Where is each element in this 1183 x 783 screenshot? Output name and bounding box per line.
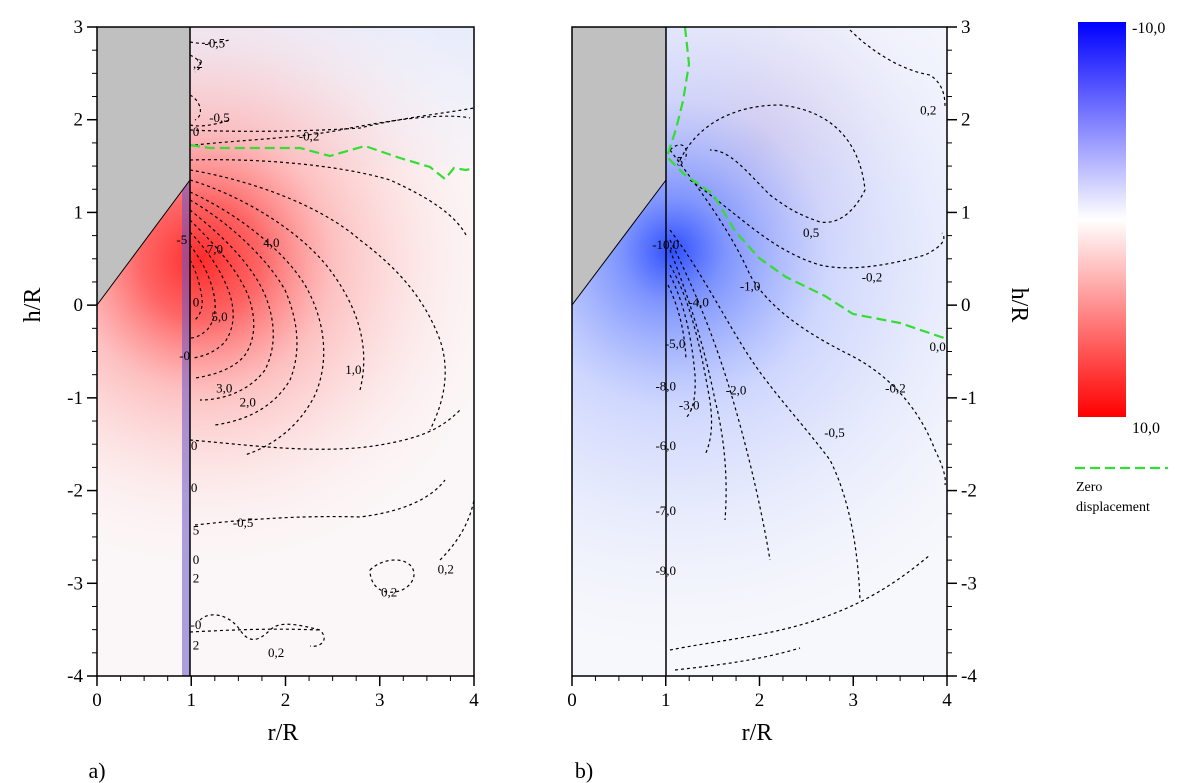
contour-label: 0,2 [438,561,454,576]
contour-label: 4,0 [263,235,279,250]
contour-label: 0,0 [930,339,946,354]
contours-a [189,39,474,647]
contour-label: 0 [191,480,198,495]
contour-label: -5 [176,232,187,247]
x-axis-a: 0 1 2 3 4 [92,676,479,711]
contour-label: -0,5 [209,110,230,125]
contour-label: -8,0 [655,379,676,394]
contour-label: 2,0 [240,394,256,409]
y-tick-label: -1 [961,388,977,409]
contour-label: -6,0 [655,438,676,453]
colorbar-max-label: -10,0 [1132,20,1165,37]
y-tick-label: -1 [67,388,83,409]
panel-label-a: a) [88,758,105,783]
panel-a: -0,5-0,5-0,2,20-57,0 4,005,0-01,03,02,000… [20,17,479,783]
x-axis-title-b: r/R [742,720,773,746]
y-tick-label: -3 [67,573,83,594]
x-tick-label: 2 [281,690,291,711]
x-tick-label: 0 [567,690,577,711]
x-tick-label: 0 [92,690,102,711]
contour-label: 0 [191,438,198,453]
x-tick-label: 4 [942,690,952,711]
y-axis-b: -4 -3 -2 -1 0 1 2 3 [947,17,977,687]
contour-label: 0,5 [803,225,819,240]
contour-label: 0,2 [381,585,397,600]
colorbar: -10,0 10,0 [1078,20,1165,437]
contour-label: -0,5 [233,515,254,530]
x-tick-label: 3 [375,690,385,711]
contour-label: -3,0 [679,397,700,412]
contour-label: -4,0 [688,294,709,309]
contour-label: -0,2 [885,381,906,396]
contour-label: 3,0 [216,381,232,396]
contour-label: 1,0 [345,362,361,377]
contour-label: -0,5 [205,36,226,51]
contour-label: 5,0 [211,309,227,324]
field-b [572,27,947,676]
y-tick-label: 2 [961,110,971,131]
contour-label: -7,0 [655,503,676,518]
x-axis-b: 0 1 2 3 4 [567,676,952,711]
contour-labels-b: -10,0 0,5 -0,2 0,2 -1,0 -4,0 -5,0 0,0 -8,0-3,0 -2… [652,102,946,578]
x-axis-title-a: r/R [268,720,299,746]
y-tick-label: -2 [67,481,83,502]
x-tick-label: 1 [661,690,671,711]
panel-label-b: b) [575,758,593,783]
y-axis-title-a: h/R [20,288,46,323]
y-tick-label: -4 [961,666,977,687]
y-tick-label: -2 [961,481,977,502]
contour-label: 0 [193,552,200,567]
contour-labels-a: -0,5 -0,5 -0,2 ,2 0 -5 7,0 4,0 0 5,0 -0 1,0 3,0 2,0 0 0… [176,36,453,660]
y-tick-label: -3 [961,573,977,594]
y-tick-label: -4 [67,666,83,687]
contours-b [667,29,946,671]
zero-line-a [189,143,474,181]
y-tick-label: 2 [74,110,84,131]
y-tick-label: 3 [961,17,971,38]
contour-label: -10,0 [652,237,679,252]
contour-label: 7,0 [207,242,223,257]
x-tick-label: 2 [755,690,765,711]
contour-label: 0 [193,124,200,139]
contour-label: 5 [677,153,684,168]
legend-line1: Zero [1076,480,1102,495]
contour-label: 0,2 [920,102,936,117]
contour-label: 0,2 [268,645,284,660]
y-axis-a: -4 -3 -2 -1 0 1 2 3 [67,17,97,687]
y-tick-label: 0 [961,295,971,316]
contour-label: -0 [191,617,202,632]
zero-line-b [665,27,947,341]
contour-label: -0,5 [824,425,845,440]
y-tick-label: 3 [74,17,84,38]
colorbar-min-label: 10,0 [1132,420,1160,437]
contour-label: -1,0 [740,279,761,294]
panel-b: -10,0 0,5 -0,2 0,2 -1,0 -4,0 -5,0 0,0 -8,0-3,0 -2… [567,17,1032,783]
x-tick-label: 4 [469,690,479,711]
contour-label: -0 [179,348,190,363]
contour-label: -5,0 [665,336,686,351]
y-tick-label: 1 [74,202,84,223]
x-tick-label: 3 [849,690,859,711]
contour-label: -0,2 [299,128,320,143]
y-tick-label: 1 [961,202,971,223]
y-axis-title-b: h/R [1006,288,1032,323]
colorbar-gradient [1078,22,1126,417]
contour-label: 5 [193,522,200,537]
contour-label: -9,0 [655,563,676,578]
x-tick-label: 1 [187,690,197,711]
legend-line2: displacement [1076,500,1150,515]
contour-label: ,2 [193,56,203,71]
contour-label: 2 [193,637,200,652]
legend: Zero displacement [1075,466,1168,515]
y-tick-label: 0 [74,295,84,316]
contour-label: -2,0 [726,382,747,397]
contour-label: -0,2 [862,269,883,284]
contour-label: 0 [193,294,200,309]
contour-label: 2 [193,571,200,586]
